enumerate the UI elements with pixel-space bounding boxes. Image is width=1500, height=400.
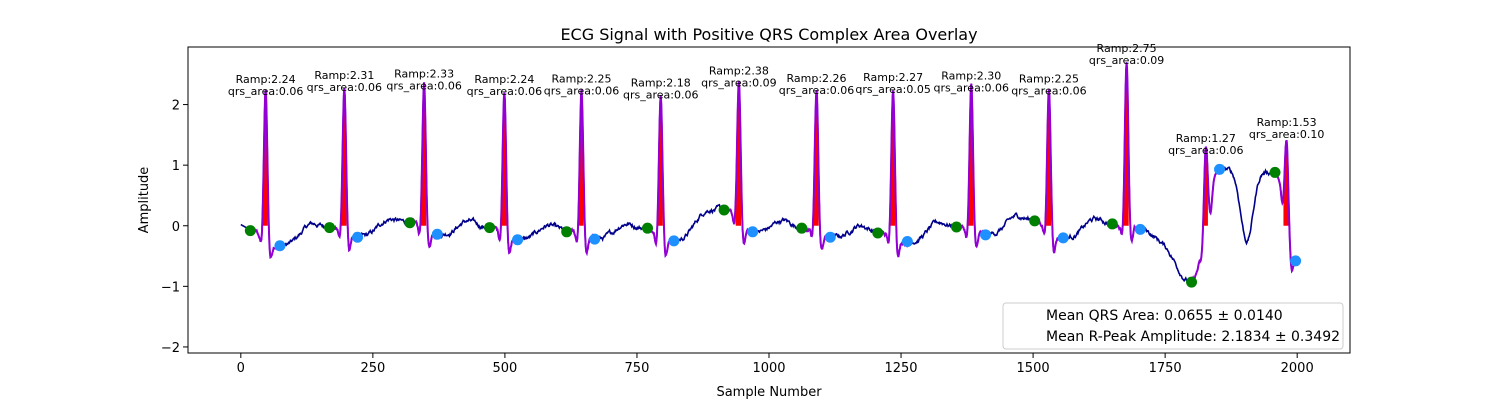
r-amplitude-label: Ramp:2.24	[236, 73, 296, 86]
qrs-area-label: qrs_area:0.09	[701, 77, 776, 90]
x-tick-label: 2000	[1281, 361, 1314, 376]
qrs-area-label: qrs_area:0.09	[1089, 54, 1164, 67]
s-point-marker	[1214, 163, 1226, 175]
x-tick-label: 1000	[752, 361, 785, 376]
q-point-marker	[324, 222, 336, 234]
qrs-segment-line	[1274, 139, 1297, 274]
x-tick-label: 1500	[1017, 361, 1050, 376]
x-tick-label: 0	[237, 361, 245, 376]
r-amplitude-label: Ramp:2.75	[1097, 42, 1157, 55]
y-tick-label: 1	[172, 159, 180, 174]
r-amplitude-label: Ramp:2.38	[709, 65, 769, 78]
qrs-area-label: qrs_area:0.06	[386, 80, 461, 93]
qrs-segment-line	[1190, 146, 1220, 283]
s-point-marker	[901, 236, 913, 248]
y-axis-ticks: −2 −1 0 1 2	[161, 99, 188, 356]
r-amplitude-label: Ramp:2.30	[941, 69, 1001, 82]
q-point-marker	[872, 227, 884, 239]
legend-entry-mean-qrs-area: Mean QRS Area: 0.0655 ± 0.0140	[1046, 308, 1283, 324]
qrs-area-label: qrs_area:0.10	[1249, 128, 1324, 141]
legend: Mean QRS Area: 0.0655 ± 0.0140 Mean R-Pe…	[1002, 302, 1344, 350]
x-tick-label: 750	[625, 361, 650, 376]
q-point-marker	[1186, 276, 1198, 288]
legend-box	[1002, 302, 1344, 350]
r-amplitude-label: Ramp:2.25	[551, 72, 611, 85]
x-tick-label: 250	[360, 361, 385, 376]
r-amplitude-label: Ramp:2.33	[394, 68, 454, 81]
r-amplitude-label: Ramp:2.25	[1019, 72, 1079, 85]
chart-title: ECG Signal with Positive QRS Complex Are…	[560, 25, 977, 44]
q-point-marker	[404, 217, 416, 229]
s-point-marker	[824, 231, 836, 243]
x-axis-label: Sample Number	[716, 385, 822, 400]
r-amplitude-label: Ramp:2.24	[474, 73, 534, 86]
qrs-area-label: qrs_area:0.06	[1168, 144, 1243, 157]
s-point-marker	[1290, 255, 1302, 267]
s-point-marker	[431, 228, 443, 240]
r-amplitude-label: Ramp:2.27	[863, 71, 923, 84]
qrs-area-label: qrs_area:0.06	[467, 85, 542, 98]
r-amplitude-label: Ramp:2.26	[787, 72, 847, 85]
legend-entry-mean-r-peak: Mean R-Peak Amplitude: 2.1834 ± 0.3492	[1046, 329, 1340, 345]
qrs-area-label: qrs_area:0.06	[779, 84, 854, 97]
q-point-marker	[244, 225, 256, 237]
q-point-marker	[951, 221, 963, 233]
x-axis-ticks: 0 250 500 750 1000 1250 1500 1750 2000	[237, 353, 1314, 376]
qrs-area-label: qrs_area:0.06	[1011, 84, 1086, 97]
s-point-marker	[589, 233, 601, 245]
s-point-marker	[274, 240, 286, 252]
qrs-area-label: qrs_area:0.06	[307, 81, 382, 94]
q-point-marker	[1269, 166, 1281, 178]
y-tick-label: −1	[161, 280, 180, 295]
y-tick-label: 2	[172, 99, 180, 114]
q-point-marker	[1029, 215, 1041, 227]
s-point-marker	[1057, 232, 1069, 244]
q-point-marker	[561, 226, 573, 238]
x-tick-label: 1750	[1149, 361, 1182, 376]
qrs-area-label: qrs_area:0.06	[228, 85, 303, 98]
r-amplitude-label: Ramp:2.31	[314, 69, 374, 82]
s-point-marker	[747, 226, 759, 238]
s-point-marker	[668, 235, 680, 247]
s-point-marker	[512, 234, 524, 246]
y-axis-label: Amplitude	[137, 167, 152, 234]
s-point-marker	[352, 231, 364, 243]
x-tick-label: 500	[492, 361, 517, 376]
qrs-area-label: qrs_area:0.05	[855, 83, 930, 96]
x-tick-label: 1250	[884, 361, 917, 376]
q-point-marker	[1106, 218, 1118, 230]
chart-marks: Ramp:2.24qrs_area:0.06Ramp:2.31qrs_area:…	[228, 42, 1324, 288]
q-point-marker	[718, 204, 730, 216]
s-point-marker	[980, 229, 992, 241]
r-amplitude-label: Ramp:1.53	[1257, 116, 1317, 129]
y-tick-label: 0	[172, 220, 180, 235]
r-amplitude-label: Ramp:2.18	[631, 77, 691, 90]
s-point-marker	[1134, 223, 1146, 235]
r-amplitude-label: Ramp:1.27	[1176, 132, 1236, 145]
q-point-marker	[796, 222, 808, 234]
y-tick-label: −2	[161, 341, 180, 356]
qrs-area-label: qrs_area:0.06	[934, 81, 1009, 94]
q-point-marker	[642, 222, 654, 234]
ecg-signal-line	[240, 62, 1298, 284]
qrs-area-label: qrs_area:0.06	[544, 84, 619, 97]
qrs-area-label: qrs_area:0.06	[623, 89, 698, 102]
q-point-marker	[484, 222, 496, 234]
